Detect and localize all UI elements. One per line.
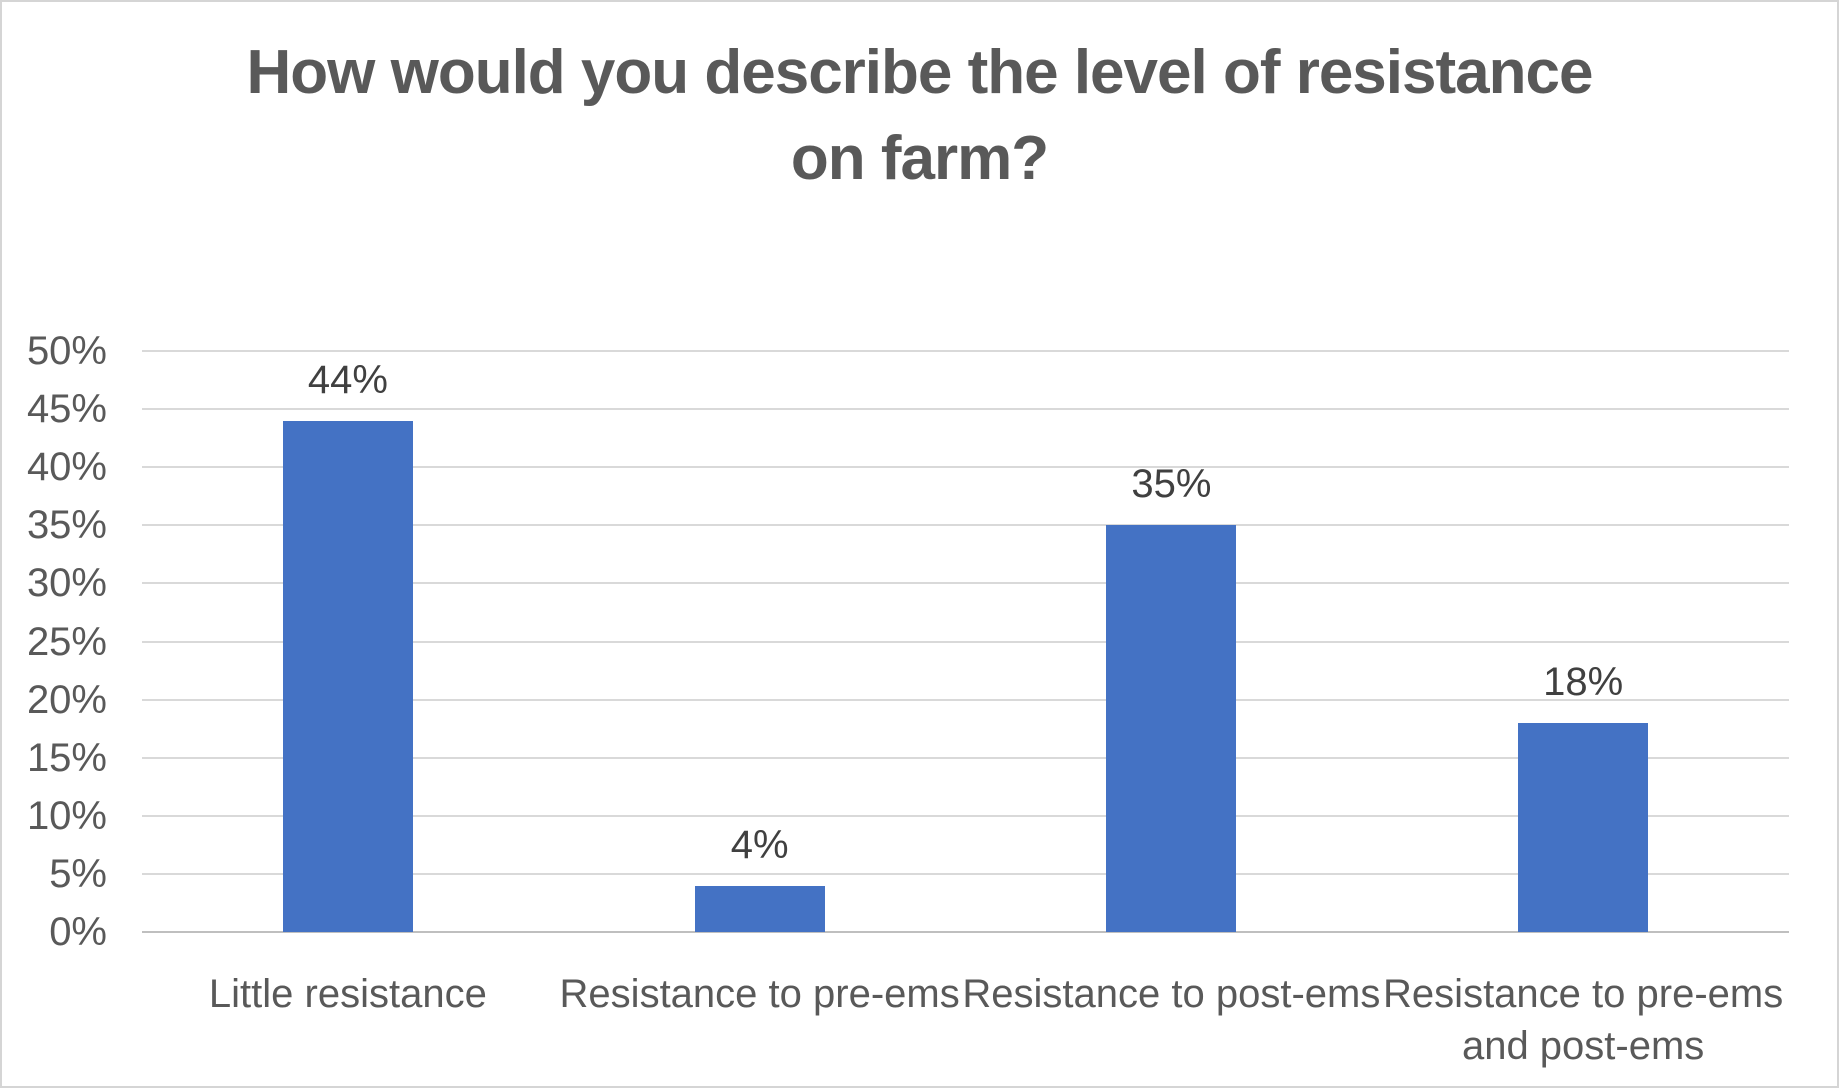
gridline (142, 640, 1789, 643)
bar-value-label: 44% (307, 357, 388, 402)
bar (1518, 722, 1649, 932)
gridline (142, 466, 1789, 469)
gridline (142, 698, 1789, 701)
bar-value-label: 18% (1543, 659, 1624, 704)
gridline (142, 582, 1789, 585)
gridline (142, 408, 1789, 411)
gridline (142, 350, 1789, 352)
plot-area: 44% 4% 35% 18% (142, 350, 1789, 933)
y-axis-tick-label: 50% (26, 329, 107, 373)
y-axis-tick-label: 25% (26, 619, 107, 664)
x-axis-category-label: Little resistance (208, 972, 487, 1016)
y-axis-tick-label: 15% (26, 735, 107, 780)
bar-value-label: 4% (730, 822, 789, 867)
x-axis-line (142, 931, 1789, 933)
y-axis-tick-label: 30% (26, 561, 107, 606)
bar (694, 885, 825, 932)
y-axis-tick-label: 10% (26, 793, 107, 838)
gridline (142, 814, 1789, 817)
x-axis-category-label: Resistance to pre-ems (559, 972, 960, 1016)
y-axis-tick-label: 45% (26, 387, 107, 432)
gridline (142, 756, 1789, 759)
y-axis-tick-label: 5% (49, 851, 107, 896)
chart-title: How would you describe the level of resi… (2, 30, 1837, 202)
x-axis-category-label: Resistance to pre-ems and post-ems (1383, 972, 1784, 1068)
y-axis-tick-label: 20% (26, 677, 107, 722)
x-axis-category-label: Resistance to post-ems (962, 972, 1381, 1016)
gridline (142, 524, 1789, 527)
gridline (142, 872, 1789, 875)
chart-title-line: on farm? (790, 124, 1049, 193)
y-axis-tick-label: 35% (26, 503, 107, 548)
bar (1106, 525, 1237, 932)
y-axis-tick-label: 0% (49, 910, 107, 954)
chart-title-line: How would you describe the level of resi… (246, 38, 1594, 107)
y-axis-tick-label: 40% (26, 445, 107, 490)
bar (282, 420, 413, 932)
bar-value-label: 35% (1131, 462, 1212, 507)
